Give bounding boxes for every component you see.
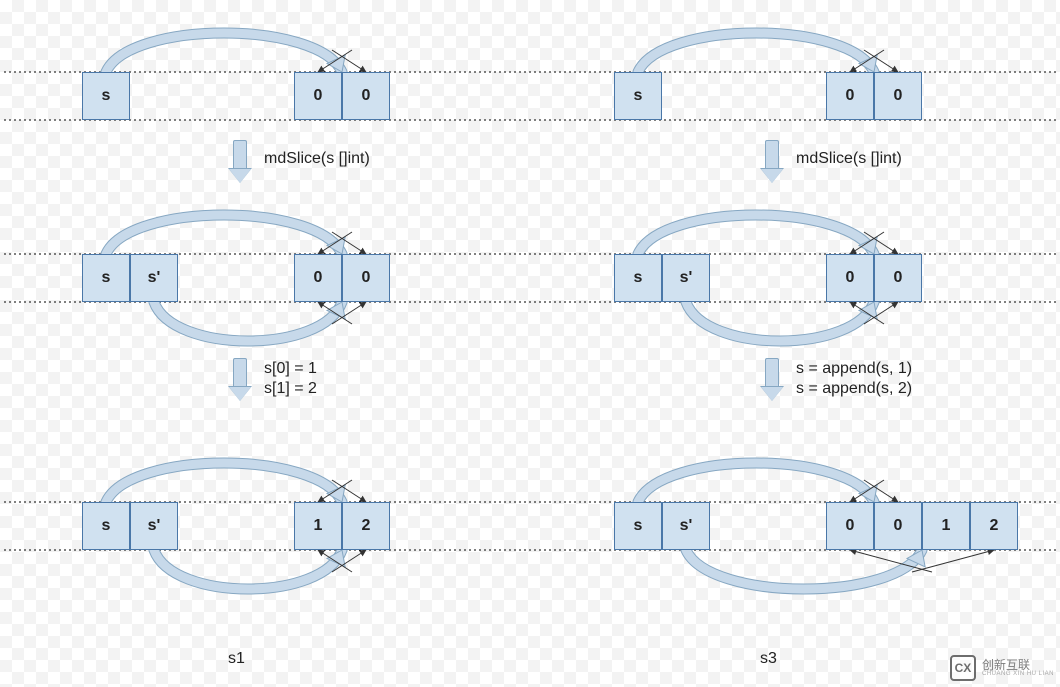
src-cell: s <box>614 502 662 550</box>
dst-cell: 0 <box>874 502 922 550</box>
dst-cell: 0 <box>294 72 342 120</box>
dst-cell: 0 <box>874 72 922 120</box>
dst-cell: 1 <box>294 502 342 550</box>
watermark-logo: CX <box>950 655 976 681</box>
dst-cell: 2 <box>342 502 390 550</box>
src-cell: s <box>82 502 130 550</box>
src-cell: s' <box>130 502 178 550</box>
src-cell: s' <box>130 254 178 302</box>
panel-name: s1 <box>228 650 245 668</box>
transition-label: s[1] = 2 <box>264 380 317 398</box>
down-arrow <box>763 358 781 401</box>
dst-cell: 0 <box>826 254 874 302</box>
dst-cell: 0 <box>342 254 390 302</box>
src-cell: s <box>82 72 130 120</box>
panel-name: s3 <box>760 650 777 668</box>
dst-cell: 0 <box>874 254 922 302</box>
dst-cell: 0 <box>826 72 874 120</box>
watermark-text: 创新互联 <box>982 659 1054 671</box>
transition-label: s = append(s, 2) <box>796 380 912 398</box>
transition-label: mdSlice(s []int) <box>796 150 902 168</box>
down-arrow <box>763 140 781 183</box>
dst-cell: 1 <box>922 502 970 550</box>
down-arrow <box>231 140 249 183</box>
diagram-stage: CX 创新互联 CHUANG XIN HU LIAN s00ss'00ss'12… <box>0 0 1060 687</box>
src-cell: s' <box>662 254 710 302</box>
transition-label: mdSlice(s []int) <box>264 150 370 168</box>
dst-cell: 2 <box>970 502 1018 550</box>
transition-label: s[0] = 1 <box>264 360 317 378</box>
src-cell: s <box>614 72 662 120</box>
watermark-subtext: CHUANG XIN HU LIAN <box>982 671 1054 677</box>
dst-cell: 0 <box>342 72 390 120</box>
src-cell: s <box>614 254 662 302</box>
src-cell: s' <box>662 502 710 550</box>
src-cell: s <box>82 254 130 302</box>
watermark: CX 创新互联 CHUANG XIN HU LIAN <box>950 655 1054 681</box>
transition-label: s = append(s, 1) <box>796 360 912 378</box>
down-arrow <box>231 358 249 401</box>
dst-cell: 0 <box>826 502 874 550</box>
dst-cell: 0 <box>294 254 342 302</box>
